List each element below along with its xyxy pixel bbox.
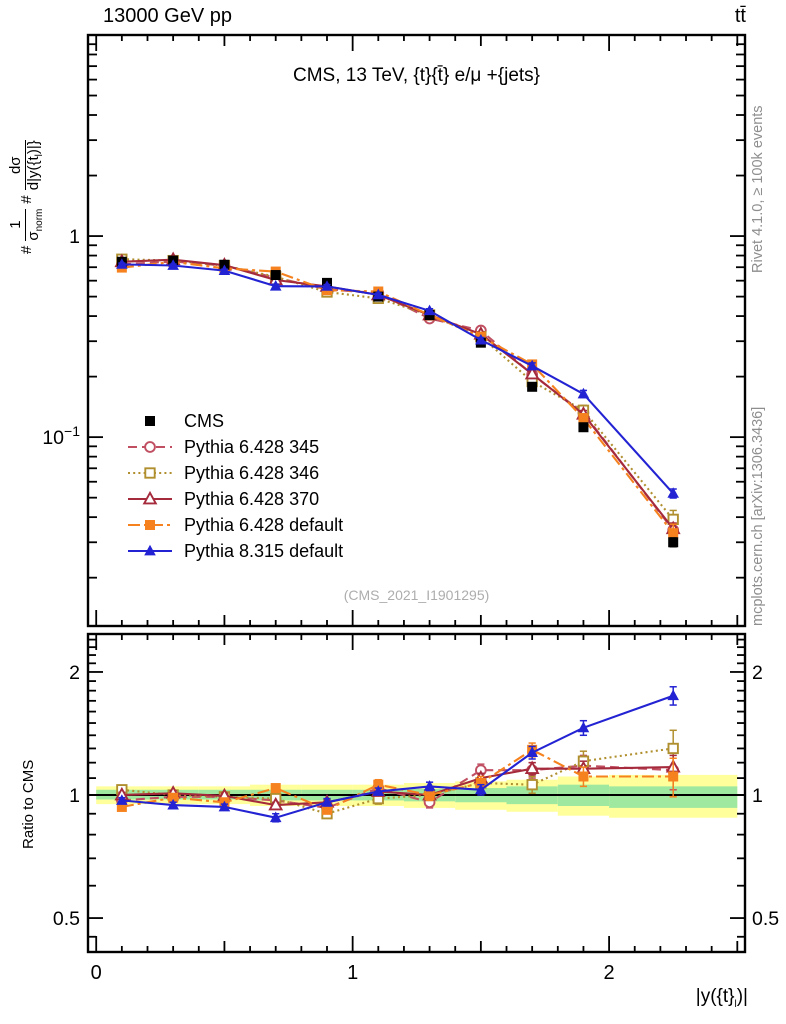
dsigma-fraction: dσ d|y({tl)|} bbox=[7, 140, 45, 191]
beam-energy-title: 13000 GeV pp bbox=[103, 5, 232, 27]
main-panel-frame bbox=[86, 33, 747, 628]
x-label-post: )| bbox=[736, 986, 748, 1007]
ratio-y-tick-label-right: 1 bbox=[752, 785, 763, 807]
x-tick-label: 2 bbox=[604, 962, 615, 984]
x-tick-label: 1 bbox=[347, 962, 358, 984]
legend-label: CMS bbox=[184, 410, 224, 431]
x-axis-label: |y({t}l)| bbox=[696, 986, 748, 1010]
panel-title: CMS, 13 TeV, {t}{t̄} e/μ +{jets} bbox=[292, 65, 541, 86]
axis-ticks bbox=[88, 34, 745, 952]
legend-label: Pythia 6.428 370 bbox=[184, 488, 320, 509]
ratio-y-tick-label-left: 1 bbox=[69, 785, 80, 807]
analysis-watermark: (CMS_2021_I1901295) bbox=[343, 587, 490, 603]
l-subscript: l bbox=[33, 154, 45, 157]
legend-marker-sq-o bbox=[128, 467, 172, 479]
legend-item-pythia-6-428-default: Pythia 6.428 default bbox=[127, 512, 343, 538]
legend-label: Pythia 6.428 346 bbox=[184, 462, 320, 483]
x-tick-label: 0 bbox=[91, 962, 102, 984]
process-title: tt̄ bbox=[734, 5, 746, 27]
hash-symbol: # bbox=[17, 245, 35, 254]
legend-marker-tr-f bbox=[128, 544, 172, 556]
fraction-numerator: dσ bbox=[7, 140, 26, 191]
hash-symbol: # bbox=[17, 195, 35, 204]
legend-marker-sq-f bbox=[145, 416, 155, 426]
legend-label: Pythia 6.428 345 bbox=[184, 436, 320, 457]
main-y-tick-label: 10−1 bbox=[42, 423, 80, 449]
series-pythia-8-315-default bbox=[116, 258, 679, 499]
legend-item-pythia-6-428-370: Pythia 6.428 370 bbox=[127, 486, 343, 512]
ratio-y-axis-label: Ratio to CMS bbox=[20, 759, 37, 849]
norm-subscript: norm bbox=[33, 208, 45, 232]
ratio-y-tick-label-left: 2 bbox=[69, 662, 80, 684]
legend-marker-sq-f bbox=[128, 520, 172, 530]
main-y-axis-label: # 1 σnorm # dσ d|y({tl)|} bbox=[7, 140, 45, 254]
ratio-y-tick-label-right: 0.5 bbox=[752, 908, 779, 930]
ratio-y-tick-label-left: 0.5 bbox=[53, 908, 80, 930]
series-pythia-8-315-default bbox=[116, 686, 679, 823]
fraction-numerator: 1 bbox=[7, 208, 26, 241]
legend-label: Pythia 6.428 default bbox=[184, 514, 344, 535]
ratio-panel-frame bbox=[86, 632, 747, 954]
rivet-version-note: Rivet 4.1.0, ≥ 100k events bbox=[750, 105, 766, 273]
dy-text-close: )|} bbox=[24, 140, 42, 155]
x-label-subscript: l bbox=[734, 998, 737, 1010]
ratio-y-tick-label-right: 2 bbox=[752, 662, 763, 684]
legend-item-pythia-8-315-default: Pythia 8.315 default bbox=[127, 538, 343, 564]
norm-fraction: 1 σnorm bbox=[7, 208, 45, 241]
mcplots-note: mcplots.cern.ch [arXiv:1306.3436] bbox=[750, 406, 766, 626]
legend-item-cms: CMS bbox=[127, 408, 343, 434]
legend-marker-ci-o bbox=[128, 441, 172, 453]
x-label-pre: |y({t} bbox=[695, 986, 735, 1007]
legend-label: Pythia 8.315 default bbox=[184, 540, 344, 561]
fraction-denominator: σnorm bbox=[24, 208, 45, 241]
dy-text: d|y({t bbox=[24, 156, 42, 191]
fraction-denominator: d|y({tl)|} bbox=[24, 140, 45, 191]
legend: CMS Pythia 6.428 345 Pythia 6.428 346 Pythi… bbox=[127, 408, 343, 564]
main-y-tick-label: 1 bbox=[69, 226, 80, 248]
legend-item-pythia-6-428-345: Pythia 6.428 345 bbox=[127, 434, 343, 460]
legend-marker-tr-o bbox=[128, 490, 172, 505]
legend-item-pythia-6-428-346: Pythia 6.428 346 bbox=[127, 460, 343, 486]
sigma-symbol: σ bbox=[24, 231, 42, 241]
